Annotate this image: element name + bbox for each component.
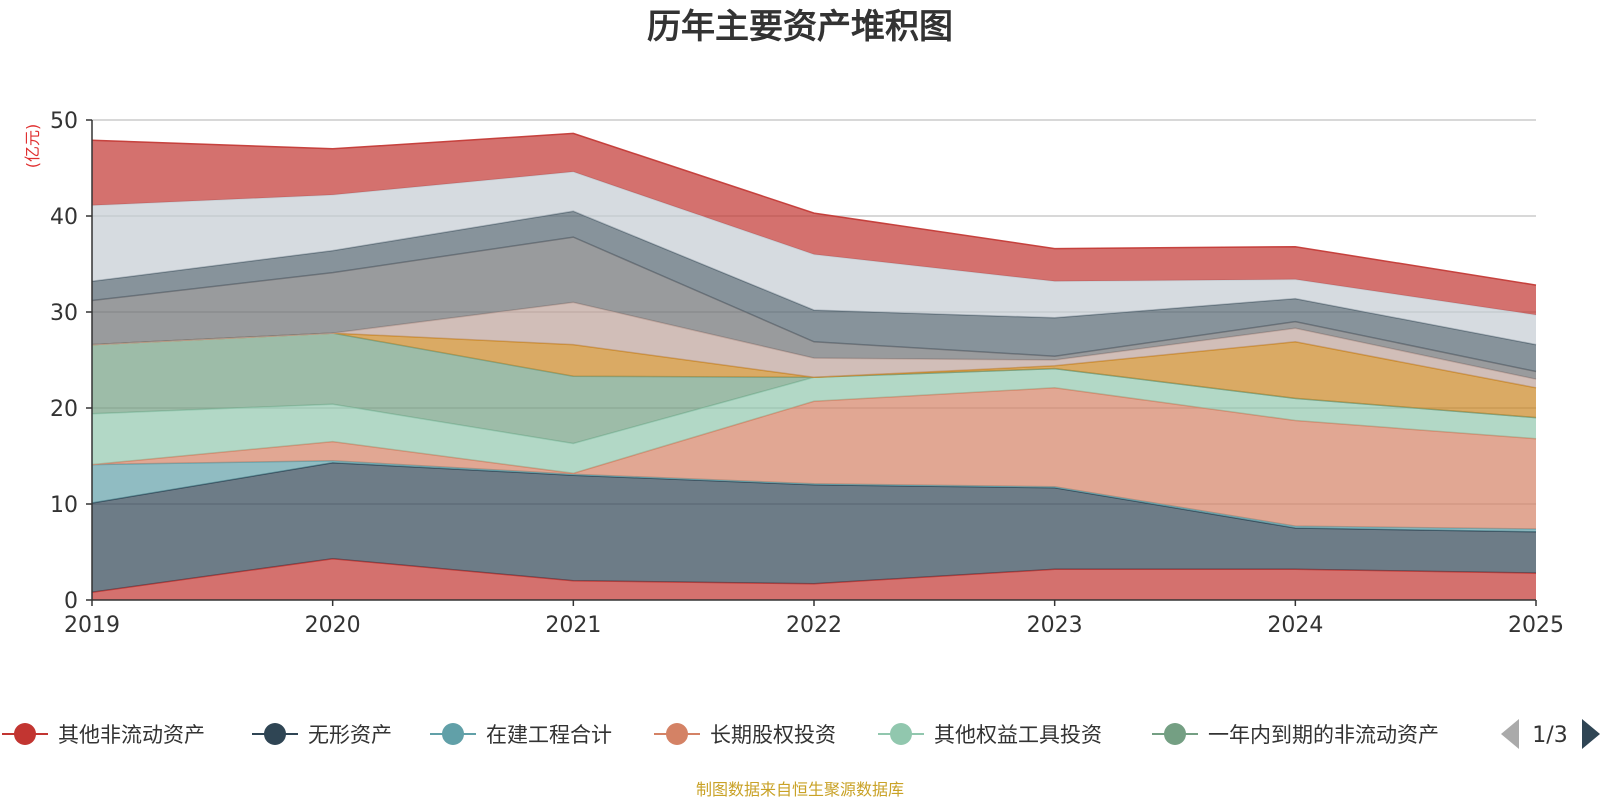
legend-item[interactable]: 无形资产 (252, 723, 392, 747)
legend-marker-icon (14, 723, 36, 745)
area-series-2 (92, 460, 1536, 532)
legend-label: 长期股权投资 (710, 723, 836, 747)
legend-item[interactable]: 在建工程合计 (430, 723, 612, 747)
x-axis-ticks: 2019 2020 2021 2022 2023 2024 2025 (64, 613, 1564, 638)
y-axis-unit: (亿元) (23, 124, 42, 169)
legend-label: 在建工程合计 (486, 723, 612, 747)
legend-item[interactable]: 一年内到期的非流动资产 (1152, 723, 1439, 747)
area-series-1 (92, 462, 1536, 593)
y-tick-label: 50 (50, 109, 78, 134)
area-series-9 (92, 211, 1536, 372)
legend-label: 一年内到期的非流动资产 (1208, 723, 1439, 747)
y-tick-label: 0 (64, 589, 78, 614)
legend-marker-icon (890, 723, 912, 745)
legend-item[interactable]: 其他权益工具投资 (878, 723, 1102, 747)
legend-label: 其他非流动资产 (58, 723, 205, 747)
legend-item[interactable]: 长期股权投资 (654, 723, 836, 747)
legend-marker-icon (666, 723, 688, 745)
area-series-0 (92, 558, 1536, 600)
y-tick-label: 30 (50, 301, 78, 326)
legend-marker-icon (1164, 723, 1186, 745)
x-tick-label: 2023 (1027, 613, 1083, 638)
x-tick-label: 2024 (1267, 613, 1323, 638)
area-series-5 (92, 333, 1536, 444)
area-series-10 (92, 171, 1536, 345)
legend-prev-arrow-icon[interactable] (1501, 719, 1519, 749)
y-axis-ticks: 0 10 20 30 40 50 (50, 109, 78, 614)
legend-label: 其他权益工具投资 (934, 723, 1102, 747)
legend-label: 无形资产 (308, 723, 392, 747)
area-series-line-11 (91, 132, 1537, 286)
legend-marker-icon (442, 723, 464, 745)
source-note: 制图数据来自恒生聚源数据库 (696, 780, 904, 799)
legend-next-arrow-icon[interactable] (1582, 719, 1600, 749)
x-tick-label: 2021 (545, 613, 601, 638)
y-tick-label: 20 (50, 397, 78, 422)
area-series-4 (92, 368, 1536, 474)
x-tick-label: 2022 (786, 613, 842, 638)
area-series-11 (92, 133, 1536, 315)
legend: 其他非流动资产 无形资产 在建工程合计 长期股权投资 其他权益工具投资 一年内到期的非流动… (2, 723, 1439, 747)
area-series-group (91, 132, 1537, 600)
area-series-7 (92, 302, 1536, 388)
legend-item[interactable]: 其他非流动资产 (2, 723, 205, 747)
legend-marker-icon (264, 723, 286, 745)
area-series-8 (92, 237, 1536, 380)
x-tick-label: 2025 (1508, 613, 1564, 638)
legend-page-indicator: 1/3 (1532, 723, 1567, 748)
y-tick-label: 40 (50, 205, 78, 230)
y-tick-label: 10 (50, 493, 78, 518)
x-tick-label: 2020 (305, 613, 361, 638)
x-tick-label: 2019 (64, 613, 120, 638)
area-series-3 (92, 387, 1536, 529)
axes (86, 119, 1537, 606)
chart-title: 历年主要资产堆积图 (647, 7, 953, 47)
legend-pager: 1/3 (1501, 719, 1600, 749)
